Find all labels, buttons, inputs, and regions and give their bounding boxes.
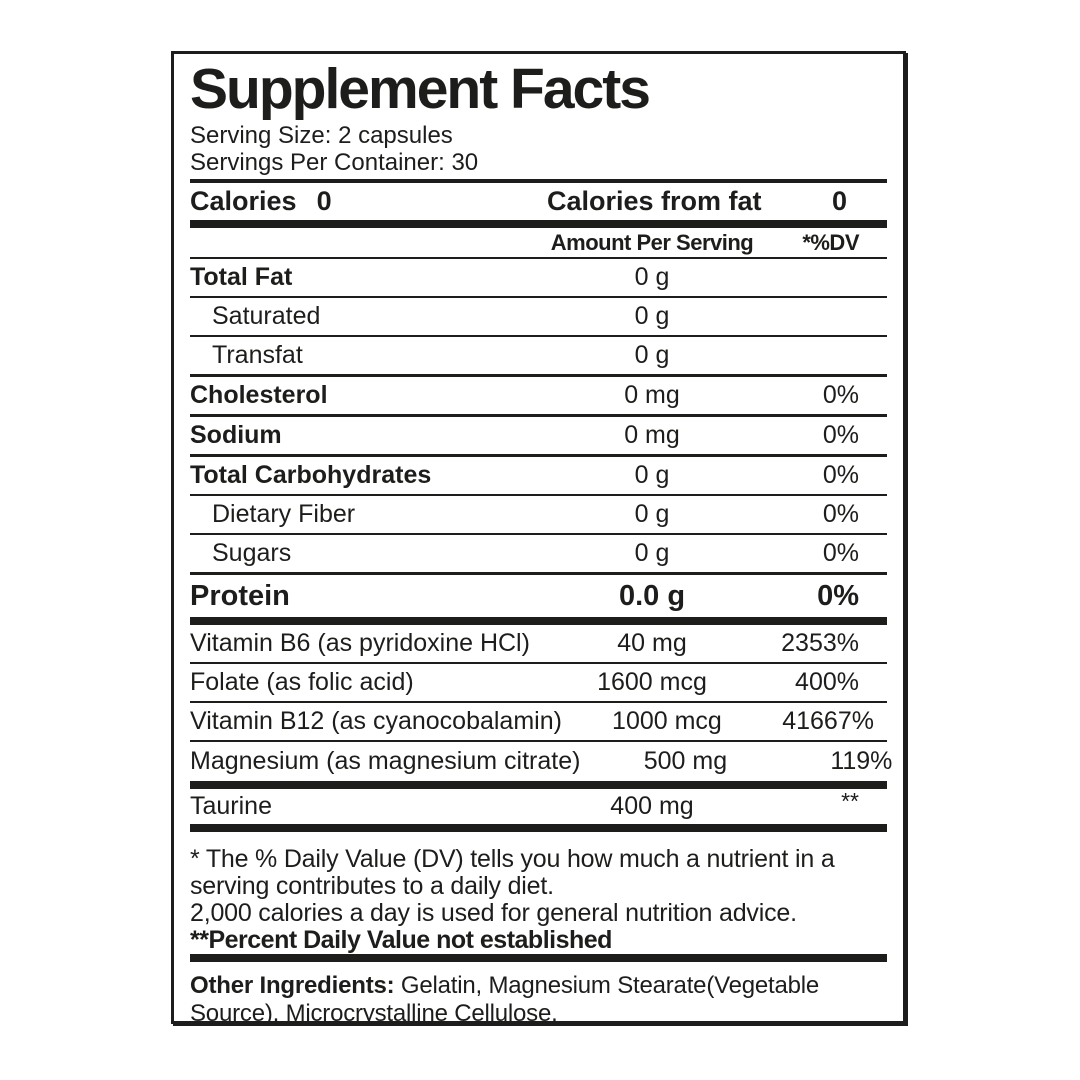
supplement-dv: 2353% [781,629,859,657]
supplement-amount: 1000 mcg [612,707,722,735]
nutrient-dv: 0% [822,500,859,528]
nutrient-name: Dietary Fiber [212,500,356,528]
nutrient-name: Cholesterol [190,381,328,409]
serving-info: Serving Size: 2 capsules Servings Per Co… [190,122,887,176]
supplement-name: Folate (as folic acid) [190,668,414,696]
nutrient-row-total-fat: Total Fat 0 g [190,259,887,298]
footnote-dv-not-established: **Percent Daily Value not established [190,926,612,954]
supplement-amount: 400 mg [610,792,694,820]
footnote-line: * The % Daily Value (DV) tells you how m… [190,845,835,873]
header-percent-dv: *%DV [802,229,859,255]
calories-row: Calories 0 Calories from fat 0 [190,183,887,220]
supplement-amount: 1600 mcg [597,668,707,696]
supplement-row-taurine: Taurine 400 mg ** [190,788,887,824]
nutrient-amount: 0 g [634,539,670,567]
divider-thick [190,617,887,625]
protein-name: Protein [190,579,290,612]
footnote-line: 2,000 calories a day is used for general… [190,899,797,927]
calories-value: 0 [316,186,332,216]
supplement-row-vitamin-b6: Vitamin B6 (as pyridoxine HCl) 40 mg 235… [190,625,887,664]
nutrient-name: Sodium [190,421,282,449]
nutrient-row-cholesterol: Cholesterol 0 mg 0% [190,377,887,417]
panel-content: Supplement Facts Serving Size: 2 capsule… [174,57,903,1031]
nutrient-amount: 0 mg [624,381,680,409]
supplement-name: Taurine [190,792,272,820]
divider-thick [190,824,887,832]
supplement-row-folate: Folate (as folic acid) 1600 mcg 400% [190,664,887,703]
supplement-facts-panel: Supplement Facts Serving Size: 2 capsule… [171,51,906,1027]
nutrient-dv: 0% [822,421,859,449]
nutrient-dv: 0% [822,461,859,489]
nutrient-row-sugars: Sugars 0 g 0% [190,535,887,575]
calories-from-fat-value: 0 [831,186,847,216]
servings-per-container: Servings Per Container: 30 [190,149,479,176]
supplement-amount: 40 mg [617,629,687,657]
other-ingredients: Other Ingredients: Gelatin, Magnesium St… [190,972,887,1028]
column-header-row: Amount Per Serving *%DV [190,228,887,259]
divider-thick [190,954,887,962]
nutrient-name: Total Carbohydrates [190,461,432,489]
panel-title: Supplement Facts [190,57,651,121]
protein-dv: 0% [817,579,859,612]
calories-label: Calories [190,186,297,216]
supplement-row-magnesium: Magnesium (as magnesium citrate) 500 mg … [190,742,892,781]
supplement-dv: 119% [830,747,893,775]
other-ingredients-label: Other Ingredients: [190,972,395,999]
protein-amount: 0.0 g [618,579,686,612]
nutrient-name: Sugars [212,539,292,567]
divider-medium [190,179,887,183]
supplement-name: Magnesium (as magnesium citrate) [190,747,581,775]
calories-from-fat-label: Calories from fat [547,186,762,216]
protein-row: Protein 0.0 g 0% [190,575,887,617]
nutrient-row-dietary-fiber: Dietary Fiber 0 g 0% [190,496,887,535]
header-amount-per-serving: Amount Per Serving [550,229,754,255]
calories-label-cell: Calories 0 [190,186,547,217]
nutrient-amount: 0 g [634,263,670,291]
nutrient-amount: 0 g [634,302,670,330]
nutrient-name: Total Fat [190,263,293,291]
supplement-dv: 400% [795,668,859,696]
nutrient-amount: 0 mg [624,421,680,449]
footnotes: * The % Daily Value (DV) tells you how m… [190,846,887,954]
serving-size: Serving Size: 2 capsules [190,122,453,149]
nutrient-name: Saturated [212,302,321,330]
nutrient-dv: 0% [822,539,859,567]
nutrient-dv: 0% [822,381,859,409]
other-ingredients-text: Gelatin, Magnesium Stearate(Vegetable So… [190,972,820,1027]
divider-thick [190,220,887,228]
nutrient-row-total-carbohydrates: Total Carbohydrates 0 g 0% [190,457,887,496]
nutrient-name: Transfat [212,341,303,369]
nutrient-row-transfat: Transfat 0 g [190,337,887,377]
nutrient-row-sodium: Sodium 0 mg 0% [190,417,887,457]
supplement-amount: 500 mg [643,747,728,775]
supplement-row-vitamin-b12: Vitamin B12 (as cyanocobalamin) 1000 mcg… [190,703,887,742]
nutrient-amount: 0 g [634,500,670,528]
nutrient-amount: 0 g [634,341,670,369]
supplement-dv: ** [841,788,859,814]
supplement-name: Vitamin B6 (as pyridoxine HCl) [190,629,530,657]
divider-thick [190,781,887,789]
nutrient-amount: 0 g [634,461,670,489]
supplement-name: Vitamin B12 (as cyanocobalamin) [190,707,562,735]
supplement-dv: 41667% [782,707,874,735]
nutrient-row-saturated: Saturated 0 g [190,298,887,337]
footnote-line: serving contributes to a daily diet. [190,872,554,900]
